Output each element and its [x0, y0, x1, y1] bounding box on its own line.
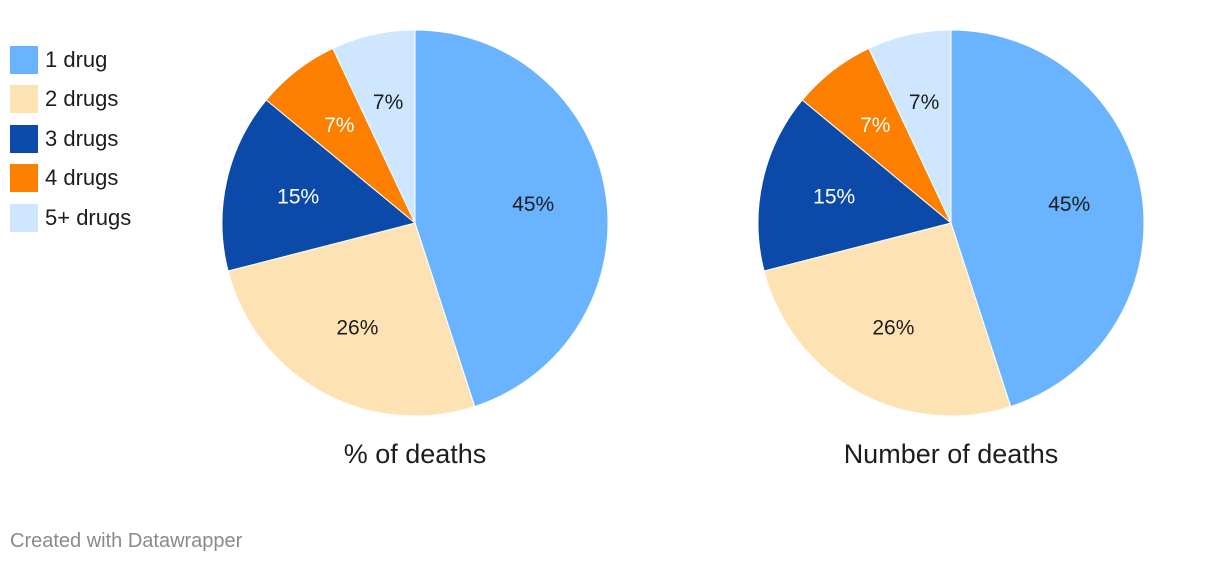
data-label-1-drug: 45%: [1048, 193, 1090, 216]
footer-credit: Created with Datawrapper: [10, 530, 243, 552]
legend-item-4-drugs: 4 drugs: [10, 159, 131, 199]
legend-item-5-plus-drugs: 5+ drugs: [10, 198, 131, 238]
legend-label-2-drugs: 2 drugs: [45, 86, 119, 112]
legend-item-1-drug: 1 drug: [10, 40, 131, 80]
slice-2-drugs: [763, 222, 1012, 417]
slice-3-drugs: [757, 99, 953, 272]
legend-swatch-4-drugs: [10, 164, 38, 193]
pie-chart-2: 45% 26% 15% 7% 7% Number of deaths: [757, 29, 1145, 469]
legend-label-1-drug: 1 drug: [45, 46, 108, 72]
pie-chart-1: 45% 26% 15% 7% 7% % of deaths: [221, 29, 609, 469]
slice-1-drug: [950, 29, 1145, 408]
slice-5-plus-drugs: [868, 29, 952, 224]
legend-swatch-5-plus-drugs: [10, 203, 38, 232]
data-label-2-drugs: 26%: [336, 316, 378, 339]
chart-title-1: % of deaths: [344, 439, 487, 469]
legend: 1 drug 2 drugs 3 drugs 4 drugs 5+ drugs: [10, 40, 131, 238]
slice-2-drugs: [227, 222, 476, 417]
legend-label-3-drugs: 3 drugs: [45, 125, 119, 151]
data-label-5-plus-drugs: 7%: [373, 91, 403, 114]
legend-swatch-1-drug: [10, 45, 38, 74]
legend-item-3-drugs: 3 drugs: [10, 119, 131, 159]
slice-3-drugs: [221, 99, 417, 272]
legend-label-5-plus-drugs: 5+ drugs: [45, 204, 132, 230]
data-label-4-drugs: 7%: [860, 114, 890, 137]
legend-swatch-2-drugs: [10, 85, 38, 114]
data-label-3-drugs: 15%: [813, 185, 855, 208]
data-label-1-drug: 45%: [512, 193, 554, 216]
legend-label-4-drugs: 4 drugs: [45, 165, 119, 191]
legend-item-2-drugs: 2 drugs: [10, 80, 131, 120]
slice-1-drug: [414, 29, 609, 408]
chart-title-2: Number of deaths: [844, 439, 1059, 469]
slice-5-plus-drugs: [332, 29, 416, 224]
data-label-3-drugs: 15%: [277, 185, 319, 208]
data-label-2-drugs: 26%: [872, 316, 914, 339]
data-label-4-drugs: 7%: [324, 114, 354, 137]
data-label-5-plus-drugs: 7%: [909, 91, 939, 114]
legend-swatch-3-drugs: [10, 124, 38, 153]
